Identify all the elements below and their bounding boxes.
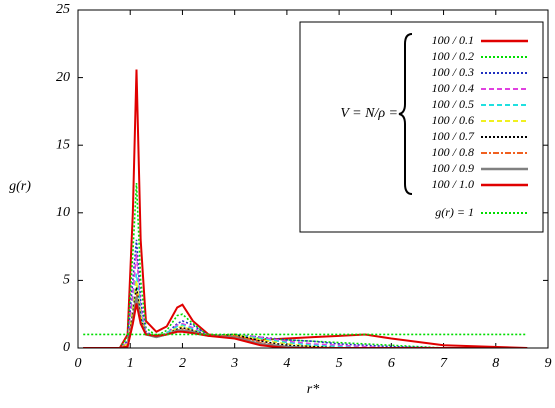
legend-label: 100 / 0.3 (432, 65, 474, 79)
legend-label: 100 / 0.2 (432, 49, 474, 63)
legend-label: g(r) = 1 (435, 205, 474, 219)
legend-brace (398, 33, 413, 195)
x-tick-label: 8 (492, 356, 499, 371)
x-tick-label: 7 (440, 356, 448, 371)
legend-box (299, 21, 544, 233)
y-tick-label: 0 (63, 340, 70, 355)
legend-label: 100 / 1.0 (432, 177, 474, 191)
x-tick-label: 1 (127, 356, 134, 371)
series-line (83, 287, 528, 348)
legend-label: 100 / 0.1 (432, 33, 474, 47)
series-line (83, 293, 528, 348)
x-tick-label: 9 (545, 356, 552, 371)
legend-label: 100 / 0.9 (432, 161, 474, 175)
x-tick-label: 0 (75, 356, 82, 371)
x-tick-label: 3 (230, 356, 238, 371)
series-line (83, 239, 528, 348)
y-tick-label: 25 (56, 2, 70, 17)
legend-label: 100 / 0.7 (432, 129, 475, 143)
legend-label: 100 / 0.8 (432, 145, 474, 159)
x-tick-label: 4 (283, 356, 290, 371)
y-tick-label: 5 (63, 273, 70, 288)
legend-title: V = N/ρ = (340, 106, 398, 121)
series-line (83, 253, 528, 348)
y-tick-label: 10 (56, 205, 70, 220)
frame (77, 9, 549, 349)
y-tick-label: 20 (56, 70, 70, 85)
series-line (83, 183, 528, 348)
series-line (83, 303, 528, 348)
y-tick-label: 15 (56, 137, 70, 152)
x-tick-label: 5 (336, 356, 343, 371)
legend-label: 100 / 0.4 (432, 81, 474, 95)
y-axis-label: g(r) (9, 179, 31, 194)
legend-label: 100 / 0.5 (432, 97, 474, 111)
x-tick-label: 2 (179, 356, 186, 371)
x-axis-label: r* (307, 382, 319, 397)
legend-label: 100 / 0.6 (432, 113, 474, 127)
x-tick-label: 6 (388, 356, 395, 371)
